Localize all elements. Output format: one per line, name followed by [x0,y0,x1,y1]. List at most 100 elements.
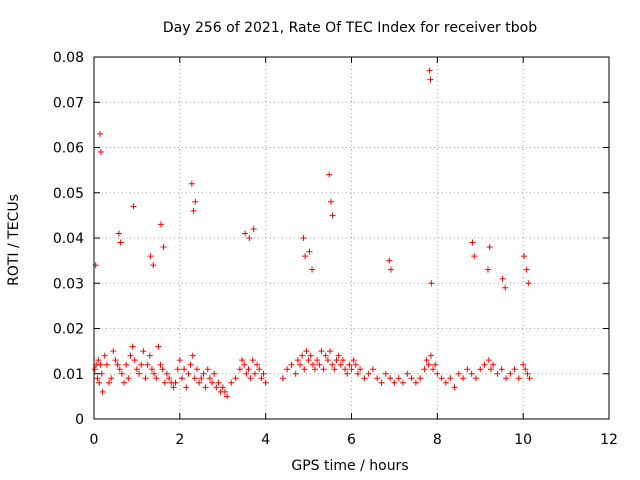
data-point [239,357,246,364]
data-point [460,375,467,382]
data-point [297,361,303,368]
data-point [183,384,190,391]
data-point [150,262,157,269]
data-point [130,203,137,210]
data-point [97,149,104,156]
y-tick-label: 0.06 [53,141,84,157]
data-point [198,375,205,382]
data-point [127,352,134,359]
data-point [487,366,494,373]
data-point [477,366,484,373]
data-point [101,352,108,359]
x-tick-label: 0 [90,432,99,448]
data-point [279,375,286,382]
x-axis-label: GPS time / hours [291,458,408,474]
data-point [387,266,394,273]
data-point [189,352,196,359]
data-point [427,76,434,83]
data-point [339,357,346,364]
data-point [221,388,228,395]
data-point [326,171,333,178]
data-point [196,379,203,386]
data-point [331,366,338,373]
data-point [157,361,164,368]
data-point [94,375,101,382]
data-point [181,366,188,373]
data-point [320,366,327,373]
data-point [125,375,132,382]
data-point [408,375,415,382]
y-tick-label: 0.08 [53,50,84,66]
data-point [95,357,102,364]
data-point [306,248,313,255]
data-point [115,230,122,237]
data-point [159,366,166,373]
data-point [160,244,167,251]
data-point [324,357,331,364]
data-point [251,370,258,377]
x-tick-label: 2 [175,432,184,448]
data-point [188,180,195,187]
data-point [521,253,528,260]
data-point [503,375,509,382]
data-point [232,375,239,382]
data-point [219,384,226,391]
data-point [256,366,263,373]
data-point [172,379,179,386]
data-point [387,375,394,382]
data-point [163,370,170,377]
data-point [309,361,316,368]
data-point [350,357,357,364]
data-point [247,375,254,382]
data-point [133,366,140,373]
data-point [344,370,351,377]
data-point [430,366,437,373]
data-point [525,280,532,287]
data-point [490,361,497,368]
data-point [185,370,192,377]
data-point [161,379,168,386]
data-point [337,361,344,368]
data-point [374,375,381,382]
data-point [472,375,479,382]
data-point [520,361,527,368]
grid [94,57,609,419]
data-point [395,375,402,382]
y-tick-label: 0.03 [53,276,84,292]
data-point [484,266,491,273]
data-point [305,357,312,364]
data-point [434,370,441,377]
data-points [91,67,533,400]
data-point [329,212,336,219]
y-tick-label: 0.01 [53,367,84,383]
y-tick-label: 0.05 [53,186,84,202]
data-point [153,375,160,382]
data-point [215,379,222,386]
data-point [96,379,103,386]
data-point [369,366,376,373]
data-point [243,370,250,377]
data-point [386,257,393,264]
data-point [327,348,334,355]
data-point [192,198,199,205]
data-point [228,379,235,386]
data-point [146,352,153,359]
data-point [200,370,207,377]
data-point [442,379,449,386]
data-point [155,343,162,350]
data-point [400,379,406,386]
data-point [106,379,113,386]
data-point [417,375,424,382]
data-point [131,357,138,364]
data-point [432,361,439,368]
data-point [144,361,151,368]
data-point [335,352,342,359]
data-point [118,370,125,377]
data-point [117,239,124,246]
y-tick-label: 0 [75,412,84,428]
data-point [202,384,209,391]
data-point [157,221,164,228]
data-point [354,370,361,377]
data-point [250,225,257,232]
data-point [428,280,435,287]
